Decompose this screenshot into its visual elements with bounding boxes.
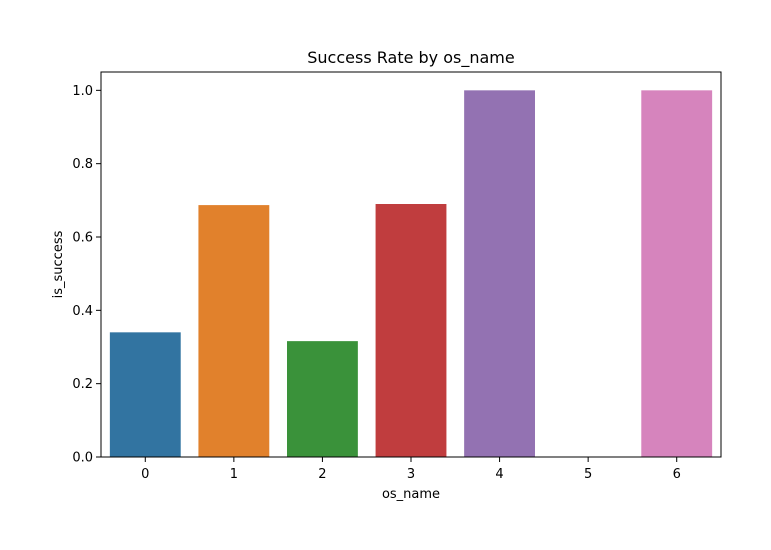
- x-tick-label: 3: [407, 467, 415, 482]
- bar-4: [464, 90, 535, 457]
- y-tick-label: 0.6: [72, 231, 93, 246]
- y-tick-label: 0.8: [72, 157, 93, 172]
- x-tick-label: 2: [318, 467, 326, 482]
- x-tick-label: 5: [584, 467, 592, 482]
- bar-2: [287, 341, 358, 457]
- y-tick-label: 0.0: [72, 451, 93, 466]
- x-tick-label: 6: [673, 467, 681, 482]
- y-axis-ticks: 0.0 0.2 0.4 0.6 0.8 1.0: [72, 84, 101, 466]
- x-axis-ticks: 0 1 2 3 4 5 6: [141, 457, 681, 482]
- x-axis-label: os_name: [382, 487, 440, 502]
- x-tick-label: 4: [495, 467, 503, 482]
- y-tick-label: 0.4: [72, 304, 93, 319]
- bar-1: [198, 205, 270, 457]
- x-tick-label: 1: [230, 467, 238, 482]
- bar-3: [375, 204, 447, 457]
- y-axis-label: is_success: [51, 230, 66, 298]
- chart-title: Success Rate by os_name: [307, 48, 514, 68]
- y-tick-label: 0.2: [72, 377, 93, 392]
- y-tick-label: 1.0: [72, 84, 93, 99]
- x-tick-label: 0: [141, 467, 149, 482]
- bar-6: [641, 90, 713, 457]
- bar-0: [109, 332, 181, 457]
- bars-group: [109, 90, 713, 457]
